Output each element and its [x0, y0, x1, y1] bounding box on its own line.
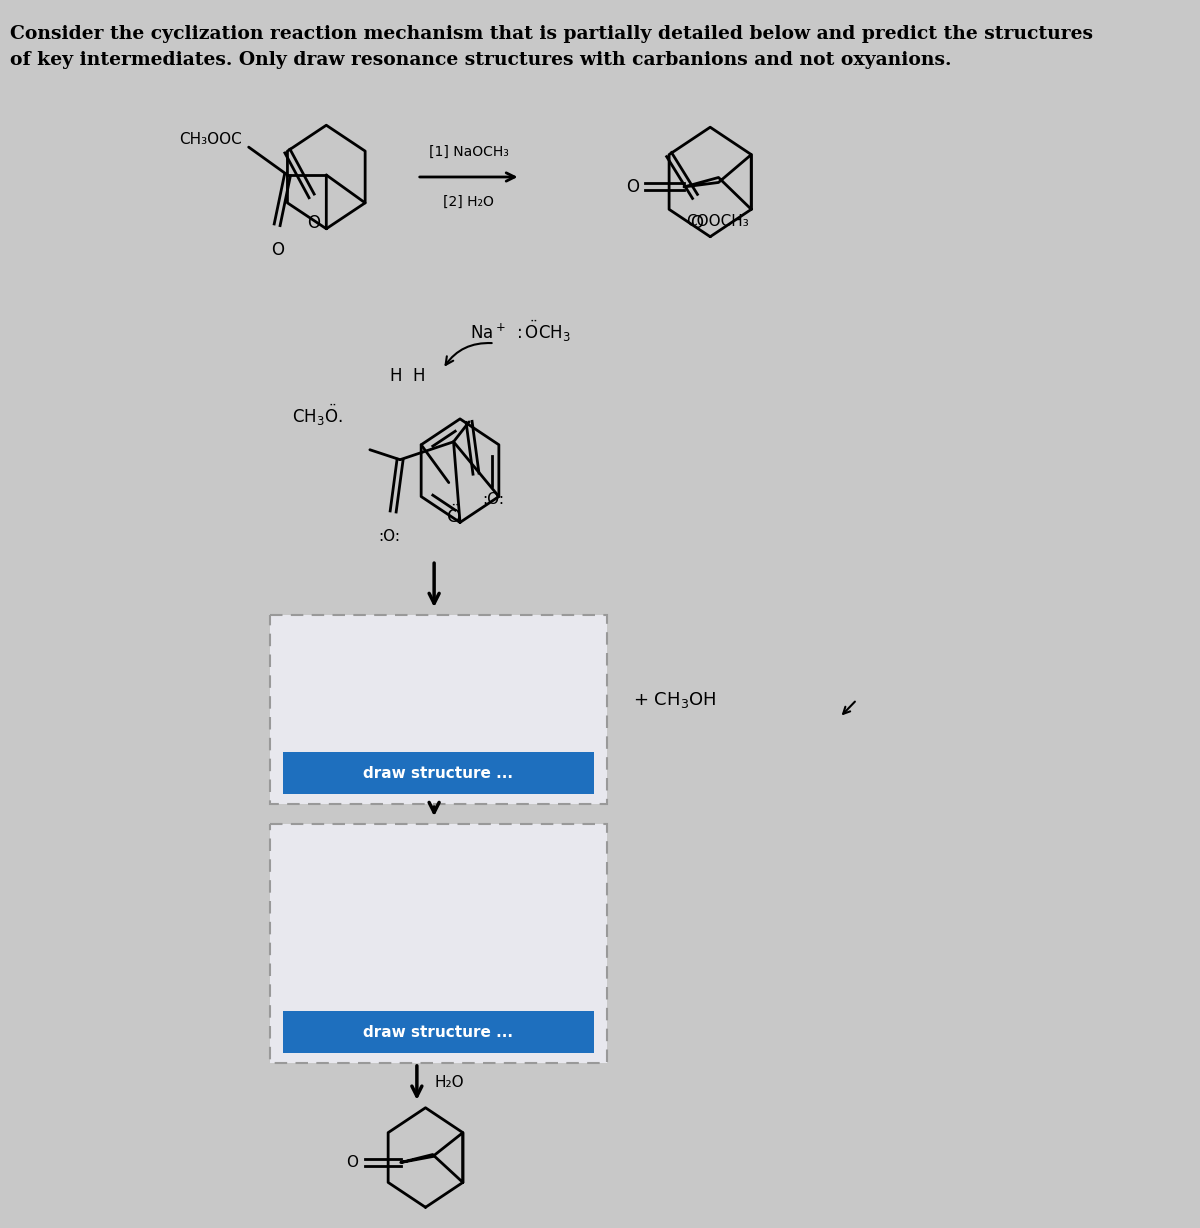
Text: O: O	[347, 1156, 359, 1170]
Text: of key intermediates. Only draw resonance structures with carbanions and not oxy: of key intermediates. Only draw resonanc…	[10, 50, 952, 69]
Text: :O:: :O:	[482, 491, 504, 507]
Text: O: O	[690, 215, 703, 232]
Text: CH$_3\ddot{\rm O}$.: CH$_3\ddot{\rm O}$.	[292, 403, 342, 429]
Bar	[270, 615, 607, 804]
Text: draw structure ...: draw structure ...	[364, 1024, 514, 1040]
Text: O: O	[271, 241, 283, 259]
Text: H₂O: H₂O	[434, 1076, 463, 1090]
Text: [1] NaOCH₃: [1] NaOCH₃	[428, 145, 509, 160]
Text: draw structure ...: draw structure ...	[364, 766, 514, 781]
Bar	[283, 1011, 594, 1052]
Text: :O:: :O:	[378, 529, 400, 544]
Text: H  H: H H	[390, 367, 426, 386]
Text: [2] H₂O: [2] H₂O	[443, 195, 494, 209]
Text: CH₃OOC: CH₃OOC	[179, 131, 241, 146]
Text: Na$^+$ $:\ddot{\rm O}$CH$_3$: Na$^+$ $:\ddot{\rm O}$CH$_3$	[470, 319, 571, 344]
Bar	[270, 824, 607, 1063]
Bar	[283, 753, 594, 795]
Text: COOCH₃: COOCH₃	[686, 215, 749, 230]
Text: O: O	[626, 178, 640, 196]
FancyArrowPatch shape	[445, 343, 492, 365]
Text: $\ddot{\rm O}$: $\ddot{\rm O}$	[445, 505, 461, 527]
Text: O: O	[307, 214, 320, 232]
Text: + CH$_3$OH: + CH$_3$OH	[632, 690, 716, 710]
Text: Consider the cyclization reaction mechanism that is partially detailed below and: Consider the cyclization reaction mechan…	[10, 25, 1093, 43]
